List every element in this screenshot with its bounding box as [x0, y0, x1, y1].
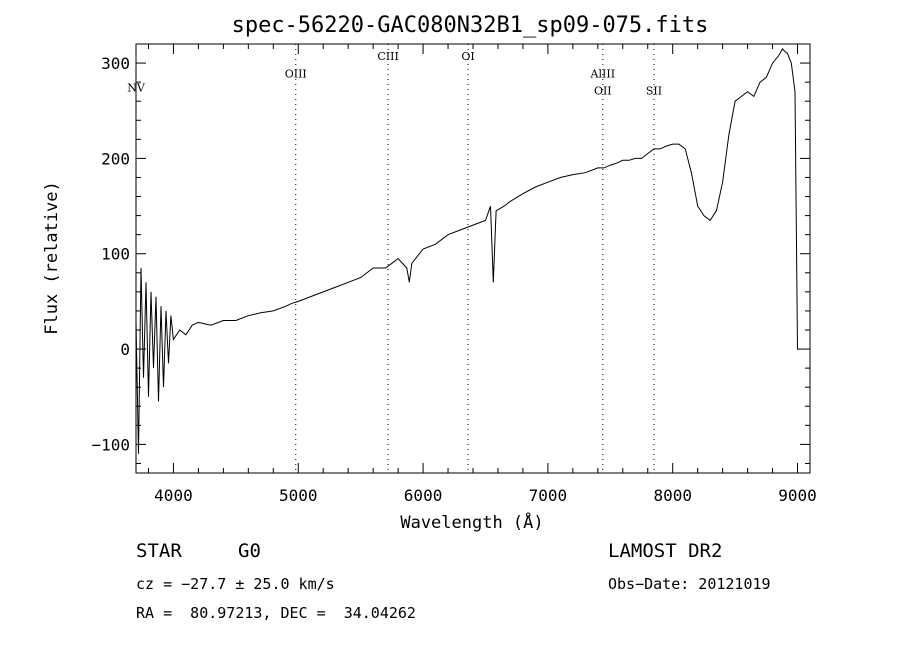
axis-ticks: 4000 5000 6000 7000 8000 9000 300 200 100 0 −100: [91, 43, 817, 505]
spectral-line-label: OIII: [285, 67, 307, 80]
spectral-line-label: SII: [646, 85, 662, 98]
plot-frame: [135, 43, 811, 474]
redshift-readout: cz = −27.7 ± 25.0 km/s: [136, 575, 335, 593]
chart-title: spec-56220-GAC080N32B1_sp09-075.fits: [232, 13, 709, 38]
spectrum-series-line: [135, 47, 800, 454]
spectral-line-markers: NV OIII CIII OI AlIII OII SII: [127, 44, 662, 473]
spectral-line-label: OII: [594, 85, 612, 98]
x-tick-label: 8000: [653, 486, 692, 505]
y-tick-label: 100: [101, 245, 130, 264]
x-tick-label: 5000: [279, 486, 318, 505]
spectral-line-label: AlIII: [590, 67, 616, 80]
spectral-line-label: OI: [461, 50, 474, 63]
y-tick-label: 0: [120, 340, 130, 359]
coordinates-readout: RA = 80.97213, DEC = 34.04262: [136, 604, 416, 622]
spectral-line-label: NV: [127, 82, 146, 95]
spectral-line-label: CIII: [377, 50, 398, 63]
y-tick-label: 300: [101, 54, 130, 73]
survey-label: LAMOST DR2: [608, 540, 723, 562]
y-axis-label: Flux (relative): [42, 181, 62, 335]
x-tick-label: 9000: [778, 486, 817, 505]
spectral-subclass: G0: [238, 540, 261, 562]
observation-date: Obs−Date: 20121019: [608, 575, 771, 593]
y-tick-label: −100: [91, 435, 130, 454]
x-tick-label: 6000: [404, 486, 443, 505]
object-class: STAR: [136, 540, 182, 562]
x-tick-label: 4000: [154, 486, 193, 505]
x-axis-label: Wavelength (Å): [400, 511, 543, 533]
y-tick-label: 200: [101, 149, 130, 168]
x-tick-label: 7000: [529, 486, 568, 505]
